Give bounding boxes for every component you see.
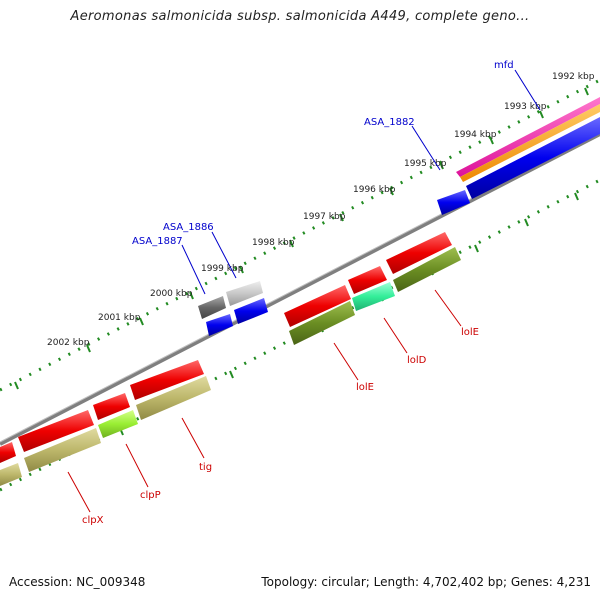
- gene-tig[interactable]: [136, 376, 211, 420]
- gene-clpP[interactable]: [98, 410, 138, 438]
- gene-red-1[interactable]: [386, 232, 452, 274]
- forward-genes: [198, 97, 600, 336]
- accession-text: Accession: NC_009348: [9, 575, 146, 589]
- tick-label-1997: 1997 kbp: [303, 212, 346, 222]
- label-clpX[interactable]: clpX: [82, 515, 104, 526]
- gene-asa-1886[interactable]: [226, 281, 263, 306]
- gene-red-5[interactable]: [93, 393, 130, 420]
- tick-label-1993: 1993 kbp: [504, 102, 547, 112]
- gene-lolD[interactable]: [352, 282, 395, 311]
- map-title: Aeromonas salmonicida subsp. salmonicida…: [70, 9, 530, 24]
- reverse-genes: [0, 232, 461, 486]
- gene-blue-small-2[interactable]: [234, 298, 268, 324]
- label-clpP[interactable]: clpP: [140, 490, 161, 501]
- tick-label-1999: 1999 kbp: [201, 264, 244, 274]
- label-asa-1886[interactable]: ASA_1886: [163, 222, 214, 233]
- label-mfd[interactable]: mfd: [494, 60, 514, 71]
- gene-red-4[interactable]: [130, 360, 204, 400]
- gene-mfd[interactable]: [456, 97, 600, 177]
- gene-red-3[interactable]: [284, 285, 351, 327]
- gene-blue-small-3[interactable]: [206, 314, 233, 336]
- tick-label-1992: 1992 kbp: [552, 72, 595, 82]
- tick-label-1996: 1996 kbp: [353, 185, 396, 195]
- outer-dotted-line: [0, 78, 600, 392]
- label-asa-1887[interactable]: ASA_1887: [132, 236, 183, 247]
- tick-label-2001: 2001 kbp: [98, 313, 141, 323]
- label-lolE-lower[interactable]: lolE: [356, 382, 374, 393]
- gene-orange[interactable]: [460, 104, 600, 182]
- tick-label-1994: 1994 kbp: [454, 130, 497, 140]
- genome-backbone: [0, 132, 600, 446]
- label-asa-1882[interactable]: ASA_1882: [364, 117, 415, 128]
- tick-label-1998: 1998 kbp: [252, 238, 295, 248]
- label-lolE-upper[interactable]: lolE: [461, 327, 479, 338]
- gene-asa-1887[interactable]: [198, 296, 226, 319]
- label-lolD[interactable]: lolD: [407, 355, 427, 366]
- tick-label-1995: 1995 kbp: [404, 159, 447, 169]
- gene-khaki-edge[interactable]: [0, 463, 22, 486]
- gene-labels: mfd ASA_1882 ASA_1886 ASA_1887 lolE lolD…: [82, 60, 514, 526]
- gene-lolE-upper[interactable]: [393, 247, 461, 292]
- label-tig[interactable]: tig: [199, 462, 212, 473]
- tick-label-2002: 2002 kbp: [47, 338, 90, 348]
- leader-lines: [67, 69, 541, 513]
- genome-summary-text: Topology: circular; Length: 4,702,402 bp…: [261, 575, 591, 589]
- gene-blue-small-1[interactable]: [437, 190, 470, 215]
- gene-clpX[interactable]: [24, 428, 101, 472]
- outer-major-ticks: [14, 87, 589, 390]
- gene-red-2[interactable]: [348, 266, 387, 294]
- gene-red-7[interactable]: [0, 442, 16, 463]
- outer-scale: 2002 kbp 2001 kbp 2000 kbp 1999 kbp 1998…: [0, 72, 600, 392]
- gene-red-6[interactable]: [18, 410, 94, 452]
- inner-dotted-line: [0, 178, 600, 492]
- gene-asa-1882[interactable]: [466, 117, 600, 199]
- gene-lolE-lower[interactable]: [289, 301, 355, 345]
- tick-label-2000: 2000 kbp: [150, 289, 193, 299]
